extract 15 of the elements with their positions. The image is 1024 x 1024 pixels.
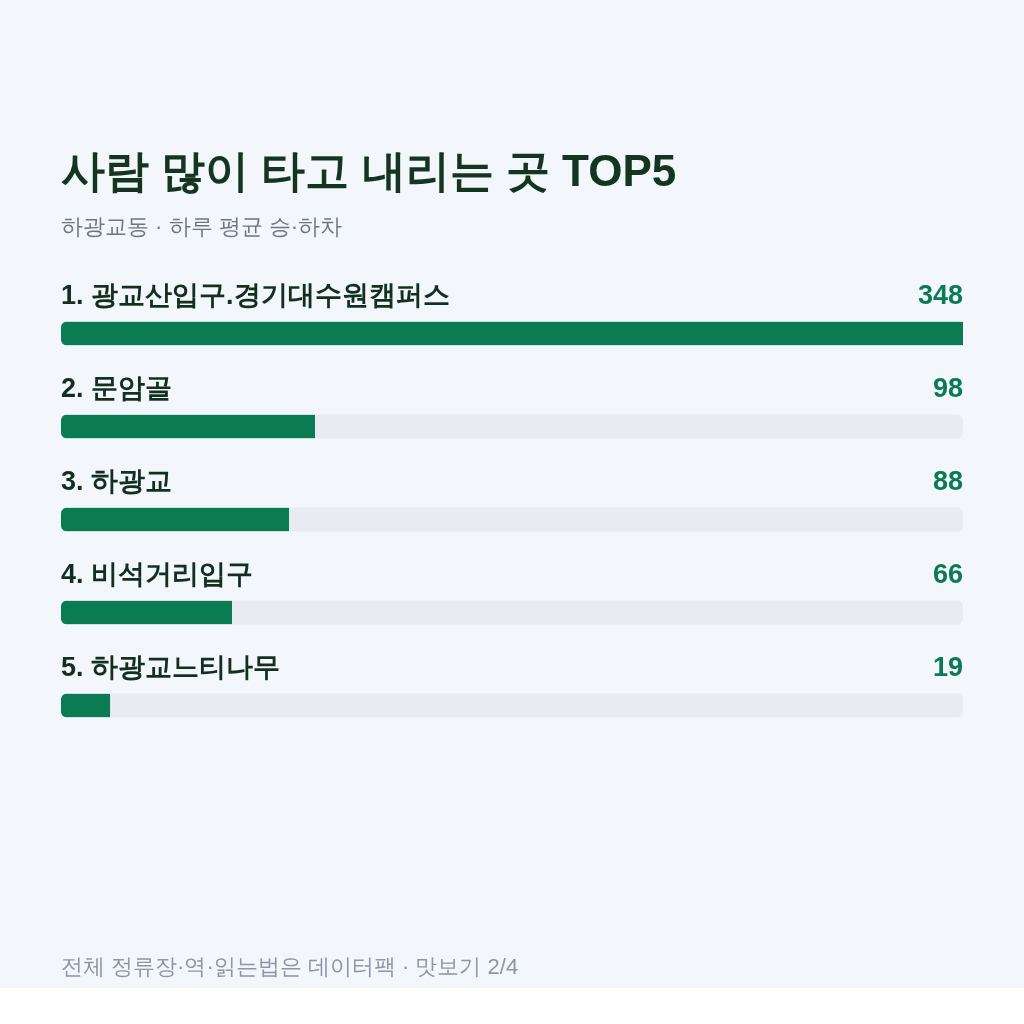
data-label: 88 bbox=[932, 465, 963, 496]
data-label: 348 bbox=[917, 279, 963, 310]
y-tick-label: 1. 광교산입구.경기대수원캠퍼스 bbox=[61, 279, 450, 310]
chart-title: 사람 많이 타고 내리는 곳 TOP5 bbox=[61, 145, 677, 195]
y-tick-label: 3. 하광교 bbox=[61, 465, 173, 496]
y-tick-label: 2. 문암골 bbox=[61, 372, 173, 403]
text: 전체 정류장·역·읽는법은 데이터팩 · 맛보기 2/4 bbox=[61, 954, 519, 979]
data-label: 66 bbox=[932, 558, 963, 589]
bar bbox=[61, 693, 111, 718]
data-label: 19 bbox=[932, 651, 963, 682]
y-tick-label: 5. 하광교느티나무 bbox=[61, 651, 281, 682]
data-label: 98 bbox=[932, 372, 963, 403]
chart-subtitle: 하광교동 · 하루 평균 승·하차 bbox=[61, 213, 343, 239]
y-tick-label: 4. 비석거리입구 bbox=[61, 558, 254, 589]
bar bbox=[61, 600, 233, 625]
